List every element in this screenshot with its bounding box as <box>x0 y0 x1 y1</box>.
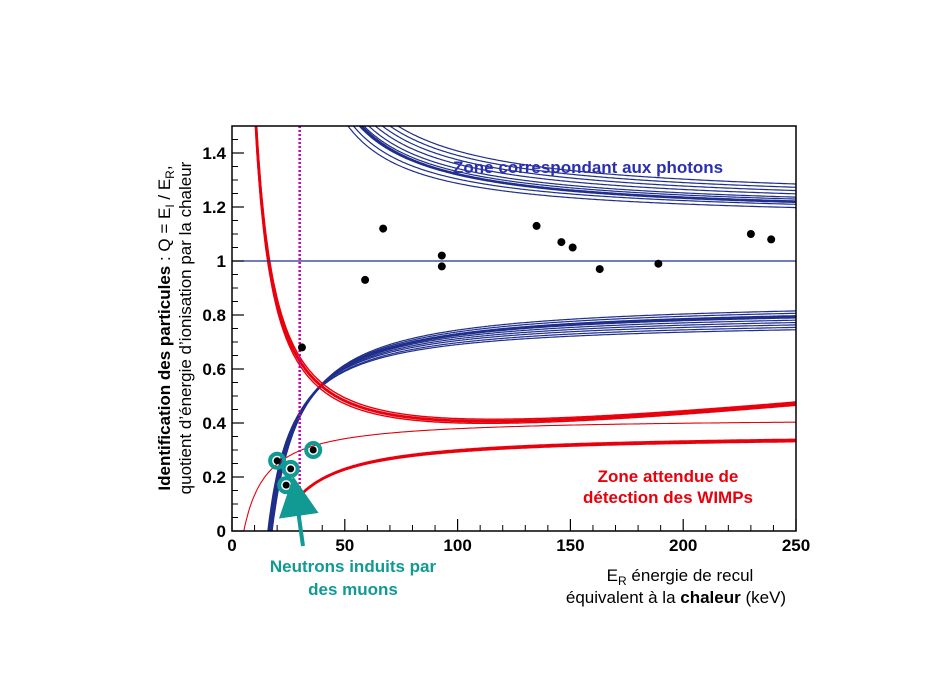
photon-band-upper-edge <box>381 126 796 192</box>
x-tick-label: 0 <box>227 536 236 555</box>
x-tick-label: 200 <box>669 536 697 555</box>
neutron-annotation-line2: des muons <box>308 580 398 599</box>
photon-band-upper-edge <box>352 126 796 205</box>
photon-band-lower-edge <box>268 321 796 531</box>
x-tick-label: 100 <box>443 536 471 555</box>
photon-band-upper-edge <box>374 126 796 195</box>
neutron-event-point <box>273 457 281 465</box>
photon-band-upper-edge <box>359 126 796 204</box>
event-point <box>746 230 755 238</box>
y-tick-label: 0.2 <box>202 468 226 487</box>
neutron-event-ring <box>268 451 287 470</box>
bands-group <box>243 126 796 531</box>
x-axis-label-line1: ER énergie de recul <box>607 566 754 588</box>
event-point <box>379 224 388 233</box>
event-point <box>568 243 577 252</box>
neutron-event-point <box>282 481 290 489</box>
x-tick-label: 250 <box>782 536 810 555</box>
y-tick-label: 0 <box>217 522 226 541</box>
events-group <box>268 221 776 495</box>
y-axis-label-line2: quotient d’énergie d’ionisation par la c… <box>176 161 195 494</box>
photon-zone-annotation: Zone correspondant aux photons <box>453 158 723 177</box>
event-point <box>437 251 446 260</box>
y-tick-label: 0.4 <box>202 414 226 433</box>
photon-band-upper-edge <box>396 126 796 185</box>
nuclear-band-center <box>243 421 796 531</box>
wimp-zone-annotation-line1: Zone attendue de <box>598 467 739 486</box>
nuclear-band-upper-edge <box>254 126 796 423</box>
x-tick-label: 150 <box>556 536 584 555</box>
event-point <box>437 262 446 271</box>
nuclear-band-upper-edge <box>255 126 796 422</box>
neutron-annotation-line1: Neutrons induits par <box>270 557 437 576</box>
y-axis-label-line1: Identification des particules : Q = EI /… <box>155 165 177 490</box>
y-tick-label: 1.4 <box>202 144 226 163</box>
photon-band-lower-edge <box>269 315 796 531</box>
nuclear-band-upper-edge <box>255 126 796 420</box>
y-tick-label: 0.6 <box>202 360 226 379</box>
x-tick-label: 50 <box>335 536 354 555</box>
event-point <box>595 265 604 274</box>
x-axis-label-line2: équivalent à la chaleur (keV) <box>566 588 786 607</box>
wimp-zone-annotation-line2: détection des WIMPs <box>583 488 753 507</box>
event-point <box>557 238 566 247</box>
nuclear-band-lower-edge <box>289 439 796 508</box>
photon-band-upper-edge <box>367 126 796 198</box>
photon-band-lower-edge <box>267 329 796 531</box>
event-point <box>654 259 663 268</box>
photon-band-lower-edge <box>268 324 796 531</box>
axes-group: 0 50 100 150 200 250 0 0.2 0.4 0.6 0.8 1 1.2 1.4 <box>202 125 810 555</box>
event-point <box>297 343 306 352</box>
y-tick-label: 0.8 <box>202 306 226 325</box>
nuclear-band-upper-edge <box>254 126 796 424</box>
photon-band-upper-edge <box>347 126 796 209</box>
photon-band-lower-edge <box>271 310 796 531</box>
y-tick-label: 1 <box>217 252 226 271</box>
neutron-arrow <box>278 476 319 547</box>
photon-band-upper-edge <box>388 126 796 188</box>
neutron-event-ring <box>281 459 300 478</box>
event-point <box>532 221 541 230</box>
neutron-event-point <box>287 465 295 473</box>
event-point <box>767 235 776 244</box>
event-point <box>361 275 370 284</box>
y-tick-label: 1.2 <box>202 198 226 217</box>
photon-band-lower-edge <box>267 326 796 531</box>
photon-band-upper-edge <box>363 126 796 200</box>
neutron-event-ring <box>304 441 323 459</box>
neutron-event-point <box>309 446 317 454</box>
